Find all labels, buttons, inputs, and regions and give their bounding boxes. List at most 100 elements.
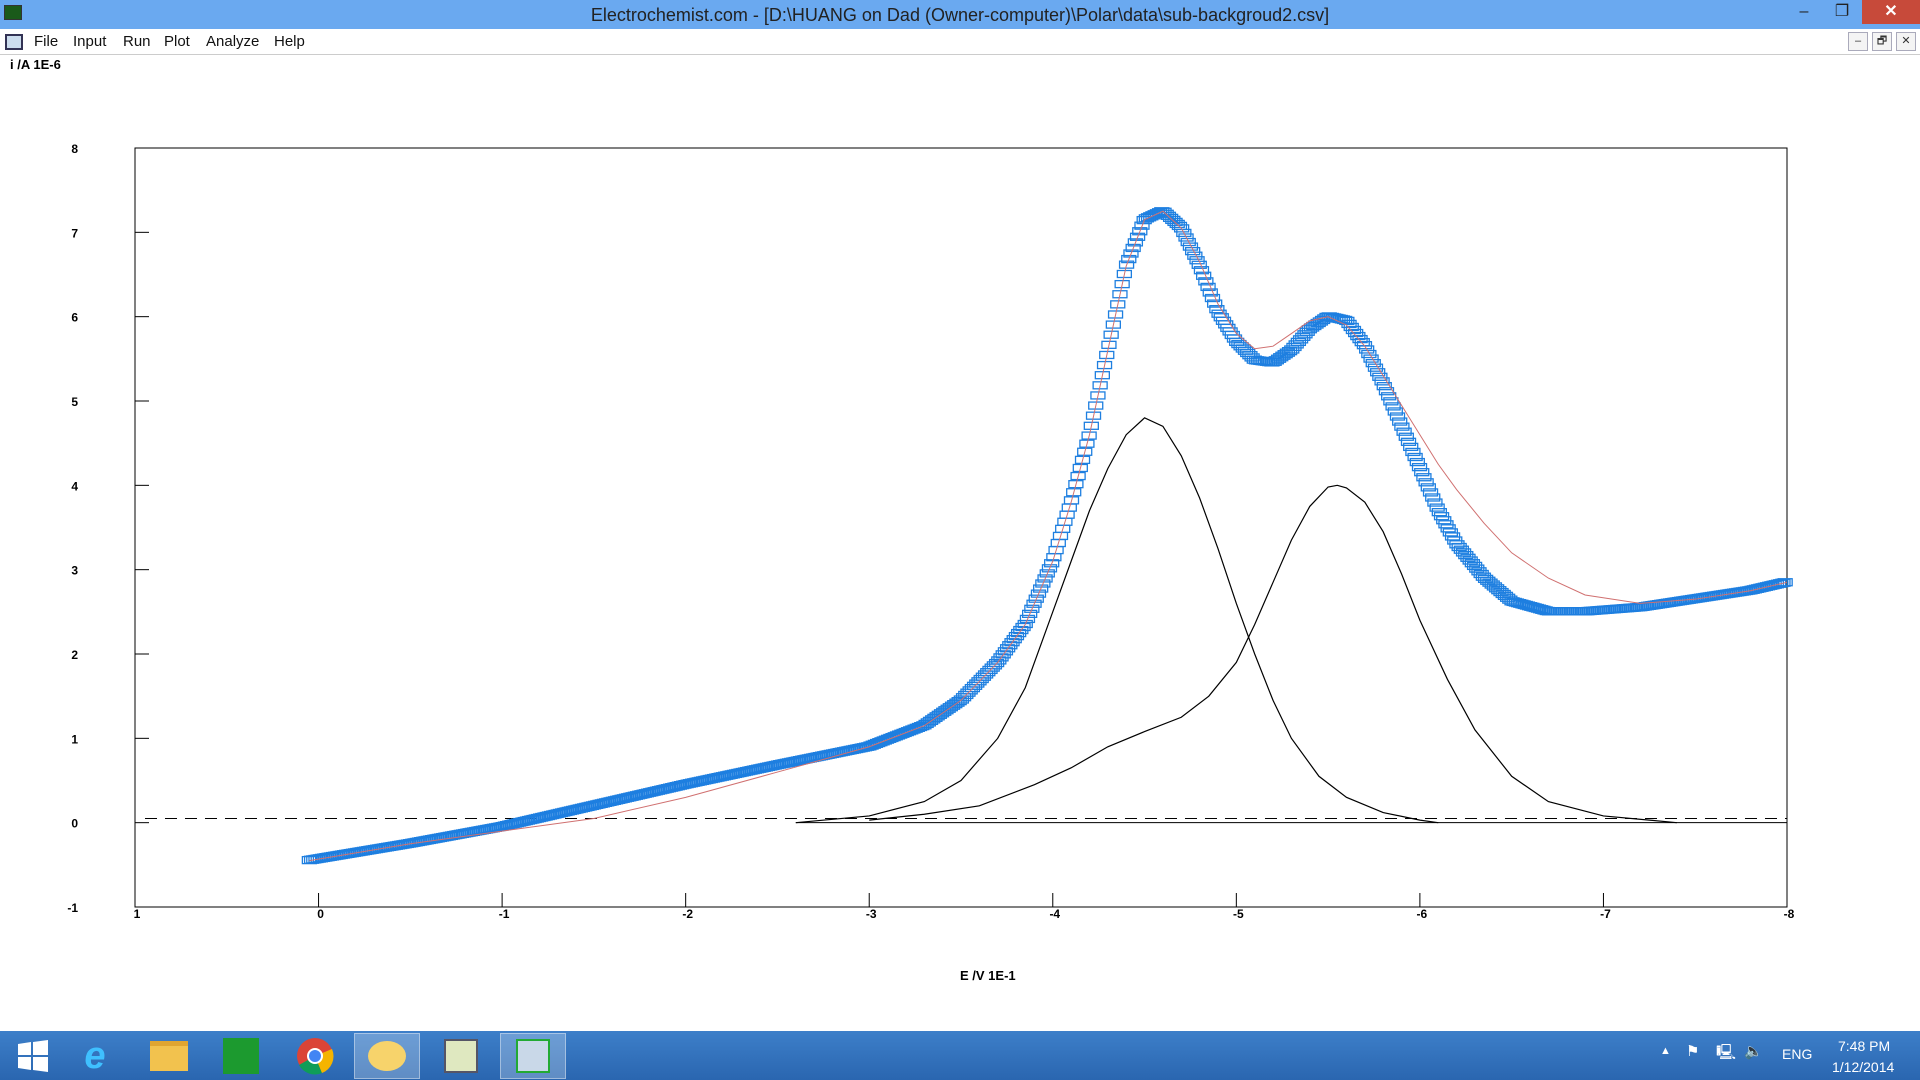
measured-data-point: [1407, 452, 1423, 462]
show-hidden-icons-button[interactable]: ▲: [1660, 1045, 1671, 1057]
measured-data-point: [1361, 349, 1377, 359]
measured-data-point: [1110, 300, 1126, 309]
measured-data-point: [1035, 579, 1051, 588]
measured-data-point: [1389, 412, 1406, 421]
measured-data-point: [1204, 293, 1221, 303]
measured-data-point: [1409, 457, 1425, 467]
network-icon[interactable]: 🖳: [1716, 1044, 1737, 1061]
measured-data-point: [1466, 561, 1483, 571]
start-button[interactable]: [0, 1033, 66, 1079]
mdi-minimize-button[interactable]: –: [1848, 32, 1868, 51]
taskbar-electrochemist-app[interactable]: [500, 1033, 566, 1079]
minimize-button[interactable]: –: [1799, 3, 1809, 20]
peak-curve-2: [795, 417, 1439, 824]
measured-data-point: [1376, 382, 1392, 391]
measured-data-point: [1121, 254, 1137, 264]
measured-data-point: [1037, 574, 1053, 583]
measured-data-point: [1777, 578, 1793, 587]
x-tick-label: -8: [1784, 907, 1795, 921]
measured-data-point: [1123, 249, 1139, 258]
menu-file[interactable]: File: [34, 33, 59, 50]
measured-data-point: [1112, 290, 1128, 299]
taskbar-chrome[interactable]: [282, 1033, 348, 1079]
measured-data-point: [1398, 432, 1414, 441]
measured-data-point: [1363, 354, 1379, 363]
measured-data-point: [1028, 594, 1044, 603]
measured-data-point: [1125, 243, 1141, 253]
menu-analyze[interactable]: Analyze: [206, 33, 260, 50]
measured-data-point: [1469, 564, 1485, 573]
clock-date[interactable]: 1/12/2014: [1832, 1059, 1895, 1075]
plot-frame: [134, 147, 1788, 908]
measured-data-point: [1074, 455, 1091, 465]
clock-time[interactable]: 7:48 PM: [1838, 1038, 1891, 1054]
y-tick-label: 6: [71, 311, 78, 325]
measured-data-point: [1200, 282, 1216, 292]
measured-data-point: [1066, 488, 1082, 497]
measured-data-point: [1425, 493, 1441, 502]
measured-data-point: [1453, 545, 1470, 554]
language-indicator[interactable]: ENG: [1782, 1046, 1813, 1062]
x-tick-label: -4: [1049, 907, 1060, 921]
menu-plot[interactable]: Plot: [164, 33, 190, 50]
measured-data-point: [1107, 310, 1124, 319]
menu-run[interactable]: Run: [123, 33, 151, 50]
y-tick-label: 4: [71, 479, 78, 493]
y-tick-label: 3: [71, 564, 78, 578]
measured-data-point: [1184, 246, 1201, 256]
measured-data-point: [1114, 279, 1130, 289]
measured-data-point: [1418, 478, 1434, 487]
measured-data-point: [1044, 559, 1060, 568]
document-icon: [5, 34, 23, 50]
measured-data-point: [1359, 345, 1375, 354]
measured-data-point: [1387, 407, 1403, 416]
measured-data-point: [1207, 299, 1223, 308]
measured-data-point: [1118, 260, 1135, 269]
electrochemist-icon: [516, 1039, 550, 1073]
x-tick-label: -6: [1417, 907, 1428, 921]
window-title: Electrochemist.com - [D:\HUANG on Dad (O…: [590, 5, 1330, 25]
restore-button[interactable]: ❐: [1834, 3, 1850, 20]
taskbar: e ▲ ⚑ 🖳 🔈 ENG 7:48 PM 1/12/2014: [0, 1031, 1920, 1080]
taskbar-file-explorer[interactable]: [136, 1033, 202, 1079]
taskbar-store[interactable]: [208, 1033, 274, 1079]
measured-data-point: [1394, 422, 1410, 431]
y-tick-label: 8: [71, 142, 78, 156]
x-tick-label: -1: [499, 907, 510, 921]
measured-data-point: [1024, 604, 1040, 613]
measured-data-point: [1096, 360, 1113, 370]
y-tick-label: -1: [67, 901, 78, 915]
measured-data-point: [1202, 288, 1218, 297]
volume-icon[interactable]: 🔈: [1744, 1043, 1763, 1060]
measured-data-point: [1422, 488, 1439, 497]
menu-input[interactable]: Input: [73, 33, 107, 50]
measured-data-point: [1081, 431, 1097, 440]
y-tick-label: 7: [71, 226, 78, 240]
measured-data-point: [1458, 550, 1474, 560]
measured-data-point: [1178, 233, 1194, 242]
measured-data-point: [1400, 437, 1417, 446]
taskbar-internet-explorer[interactable]: e: [62, 1033, 128, 1079]
mdi-close-button[interactable]: ✕: [1896, 32, 1916, 51]
chart: 8 7 6 5 4 3 2 1 0 -1 1 0 -1 -2 -3 -4 -5 -6 -7 -8: [67, 142, 1795, 921]
measured-data-point: [1070, 471, 1086, 481]
measured-data-point: [1173, 224, 1190, 233]
measured-data-point: [1396, 427, 1412, 436]
title-bar: Electrochemist.com - [D:\HUANG on Dad (O…: [0, 0, 1920, 29]
measured-data-point: [1127, 238, 1144, 247]
measured-data-point: [1427, 498, 1443, 507]
mdi-restore-button[interactable]: 🗗: [1872, 32, 1892, 51]
taskbar-outlook[interactable]: [354, 1033, 420, 1079]
taskbar-notepad-app[interactable]: [428, 1033, 494, 1079]
x-tick-label: 0: [317, 907, 324, 921]
chrome-icon: [297, 1038, 334, 1075]
measured-data-point: [1429, 503, 1445, 512]
flag-icon[interactable]: ⚑: [1686, 1043, 1700, 1060]
menu-help[interactable]: Help: [274, 33, 305, 50]
close-button[interactable]: ✕: [1862, 0, 1920, 24]
measured-data-point: [1077, 447, 1093, 456]
notepad-icon: [444, 1039, 478, 1073]
measured-data-point: [1105, 320, 1122, 329]
measured-data-point: [1103, 330, 1119, 339]
measured-data-point: [1068, 480, 1084, 489]
